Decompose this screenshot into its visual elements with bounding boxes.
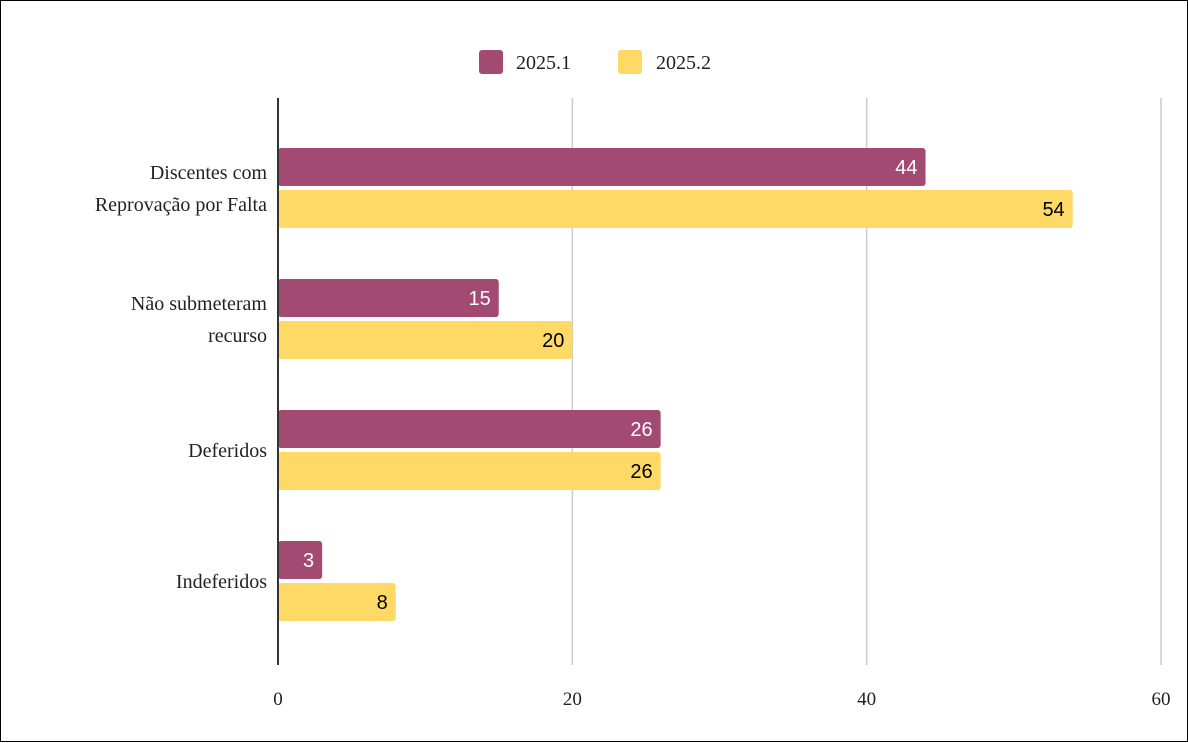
category-label: Reprovação por Falta [95,194,267,216]
category-label: recurso [208,325,267,347]
bar [278,410,661,448]
data-label: 15 [469,288,491,310]
legend-swatch [618,50,642,74]
bar [278,148,926,186]
legend: 2025.1 2025.2 [479,50,711,74]
legend-label: 2025.2 [656,52,711,74]
x-tick-label: 0 [273,689,283,710]
bar [278,321,573,359]
data-label: 8 [377,592,388,614]
x-tick-label: 20 [563,689,582,710]
data-label: 26 [630,461,652,483]
x-tick-label: 40 [857,689,876,710]
category-label: Deferidos [188,440,267,462]
axes: 0 20 40 60 Discentes com Reprovação por Falta… [95,98,1171,710]
data-label: 20 [542,330,564,352]
data-label: 3 [303,550,314,572]
bar [278,279,499,317]
category-label: Discentes com [150,162,268,184]
data-label: 54 [1042,199,1064,221]
bar [278,190,1073,228]
x-tick-label: 60 [1152,689,1171,710]
bar [278,452,661,490]
bar [278,541,323,579]
legend-swatch [479,50,503,74]
bar [278,583,396,621]
data-labels: 44 54 15 20 26 26 3 8 [303,157,1065,614]
data-label: 26 [630,419,652,441]
data-label: 44 [895,157,917,179]
category-label: Indeferidos [176,571,267,593]
legend-label: 2025.1 [516,52,571,74]
bars [278,148,1073,621]
category-label: Não submeteram [131,293,268,315]
